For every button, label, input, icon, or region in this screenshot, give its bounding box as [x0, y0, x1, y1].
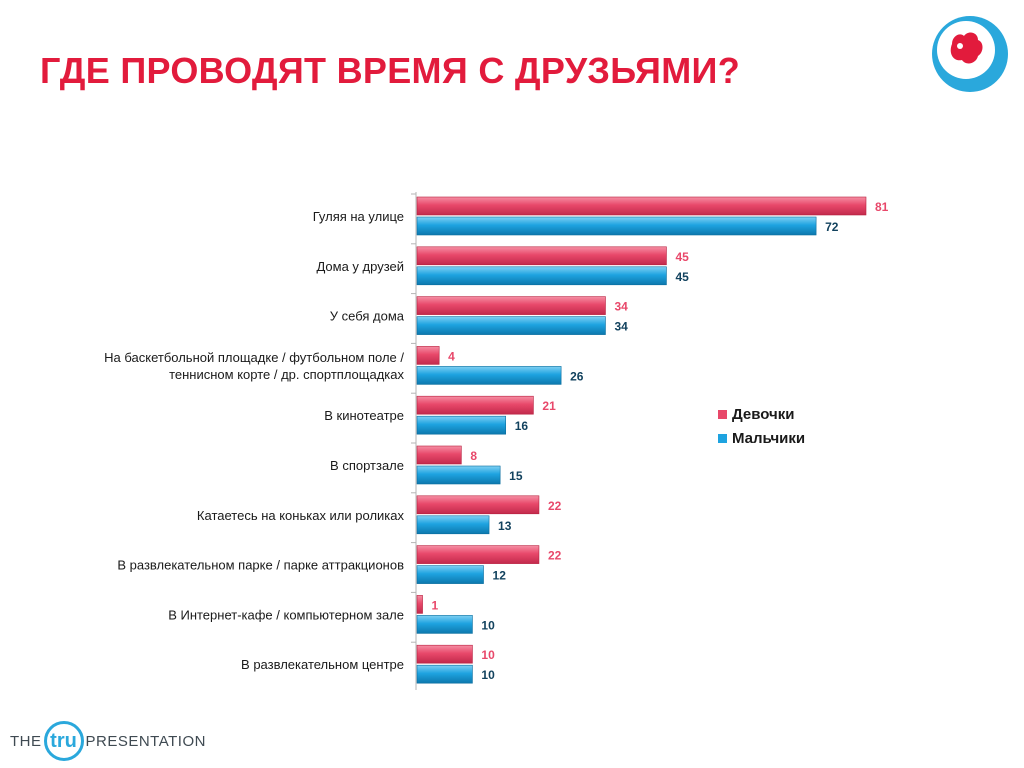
- bar-girls: [416, 495, 540, 515]
- bar-girls: [416, 296, 606, 315]
- bar-girls: [416, 346, 440, 365]
- bar-girls: [416, 545, 540, 564]
- data-label-girls: 22: [548, 499, 562, 513]
- data-label-girls: 1: [432, 598, 439, 612]
- data-label-boys: 15: [509, 469, 523, 483]
- bar-boys: [416, 216, 817, 236]
- bar-girls: [416, 644, 473, 664]
- bar-girls: [416, 196, 867, 216]
- footer-logo: THE tru PRESENTATION: [10, 718, 206, 764]
- data-label-boys: 16: [515, 419, 529, 433]
- category-label: В спортзале: [330, 458, 404, 473]
- bar-boys: [416, 515, 490, 535]
- bar-boys: [416, 366, 562, 385]
- category-label: В развлекательном центре: [241, 657, 404, 672]
- bar-girls: [416, 445, 462, 465]
- bar-boys: [416, 415, 506, 435]
- data-label-boys: 12: [493, 569, 507, 583]
- category-label: На баскетбольной площадке / футбольном п…: [104, 350, 404, 382]
- category-label: Гуляя на улице: [313, 209, 404, 224]
- data-label-girls: 21: [542, 399, 556, 413]
- data-label-girls: 34: [614, 300, 628, 314]
- legend-label-girls: Девочки: [732, 405, 795, 423]
- data-label-girls: 45: [675, 250, 689, 264]
- bar-boys: [416, 266, 667, 286]
- category-label: У себя дома: [330, 309, 405, 324]
- category-label: Катаетесь на коньках или роликах: [197, 508, 405, 523]
- legend: Девочки Мальчики: [718, 402, 805, 450]
- legend-item-girls: Девочки: [718, 402, 805, 426]
- bar-boys: [416, 615, 473, 634]
- legend-item-boys: Мальчики: [718, 426, 805, 450]
- footer-logo-left: THE: [10, 732, 42, 750]
- category-label: В развлекательном парке / парке аттракци…: [117, 558, 404, 573]
- footer-logo-right: PRESENTATION: [85, 732, 206, 750]
- category-label: В кинотеатре: [324, 408, 404, 423]
- page-title: ГДЕ ПРОВОДЯТ ВРЕМЯ С ДРУЗЬЯМИ?: [40, 50, 740, 91]
- data-label-boys: 10: [481, 668, 495, 682]
- data-label-girls: 8: [470, 449, 477, 463]
- data-label-boys: 34: [614, 320, 628, 334]
- data-label-boys: 26: [570, 369, 584, 383]
- bar-boys: [416, 465, 501, 485]
- data-label-boys: 45: [675, 270, 689, 284]
- legend-label-boys: Мальчики: [732, 429, 806, 447]
- data-label-girls: 81: [875, 200, 889, 214]
- legend-swatch-girls: [718, 409, 727, 419]
- data-label-boys: 13: [498, 519, 512, 533]
- bar-girls: [416, 246, 667, 266]
- bar-boys: [416, 316, 606, 335]
- data-label-boys: 10: [481, 618, 495, 632]
- data-label-girls: 10: [481, 648, 495, 662]
- category-label: В Интернет-кафе / компьютерном зале: [168, 607, 404, 622]
- category-label: Дома у друзей: [316, 259, 404, 274]
- data-label-girls: 22: [548, 549, 562, 563]
- footer-logo-circle: tru: [43, 721, 84, 761]
- corner-logo-icon: [932, 16, 1008, 92]
- bar-girls: [416, 395, 534, 415]
- bar-boys: [416, 664, 473, 684]
- data-label-girls: 4: [448, 349, 455, 363]
- bar-boys: [416, 565, 484, 584]
- data-label-boys: 72: [825, 220, 839, 234]
- legend-swatch-boys: [718, 433, 727, 443]
- bar-girls: [416, 595, 423, 614]
